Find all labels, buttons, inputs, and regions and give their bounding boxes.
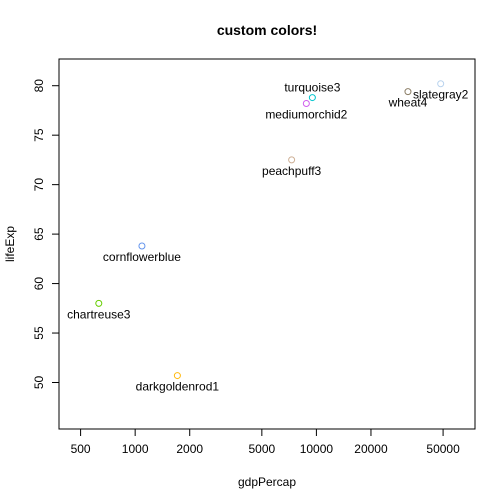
data-point-cornflowerblue: [138, 242, 146, 250]
chart-title: custom colors!: [217, 22, 317, 38]
point-label-turquoise3: turquoise3: [284, 81, 340, 95]
x-tick-label: 5000: [248, 442, 275, 456]
y-tick-label: 55: [32, 326, 46, 340]
x-tick-label: 2000: [176, 442, 203, 456]
point-label-mediumorchid2: mediumorchid2: [265, 108, 347, 122]
y-axis-title: lifeExp: [3, 226, 17, 262]
data-points: cornflowerblue chartreuse3 darkgoldenrod1 p…: [67, 80, 469, 394]
y-tick-label: 50: [32, 376, 46, 390]
plot-frame: [58, 58, 476, 430]
point-label-chartreuse3: chartreuse3: [67, 307, 131, 321]
y-tick-label: 75: [32, 128, 46, 142]
data-point-slategray2: [437, 80, 445, 88]
y-tick-label: 70: [32, 178, 46, 192]
point-label-cornflowerblue: cornflowerblue: [103, 250, 181, 264]
point-label-darkgoldenrod1: darkgoldenrod1: [136, 380, 220, 394]
x-tick-label: 20000: [354, 442, 388, 456]
x-tick-label: 50000: [426, 442, 460, 456]
y-tick-label: 65: [32, 227, 46, 241]
data-point-darkgoldenrod1: [173, 372, 181, 380]
y-tick-label: 80: [32, 79, 46, 93]
x-tick-label: 10000: [300, 442, 334, 456]
point-label-peachpuff3: peachpuff3: [262, 164, 321, 178]
point-label-slategray2: slategray2: [413, 88, 469, 102]
x-axis-title: gdpPercap: [238, 475, 296, 489]
y-tick-label: 60: [32, 277, 46, 291]
y-axis: 50 55 60 65 70 75 80: [32, 79, 59, 389]
x-tick-label: 1000: [122, 442, 149, 456]
data-point-peachpuff3: [288, 156, 296, 164]
data-point-turquoise3: [308, 94, 316, 102]
data-point-wheat4: [404, 88, 412, 96]
data-point-mediumorchid2: [302, 100, 310, 108]
data-point-chartreuse3: [95, 299, 103, 307]
point-label-wheat4: wheat4: [388, 96, 428, 110]
x-axis: 500 1000 2000 5000 10000 20000 50000: [71, 429, 460, 456]
x-tick-label: 500: [71, 442, 91, 456]
